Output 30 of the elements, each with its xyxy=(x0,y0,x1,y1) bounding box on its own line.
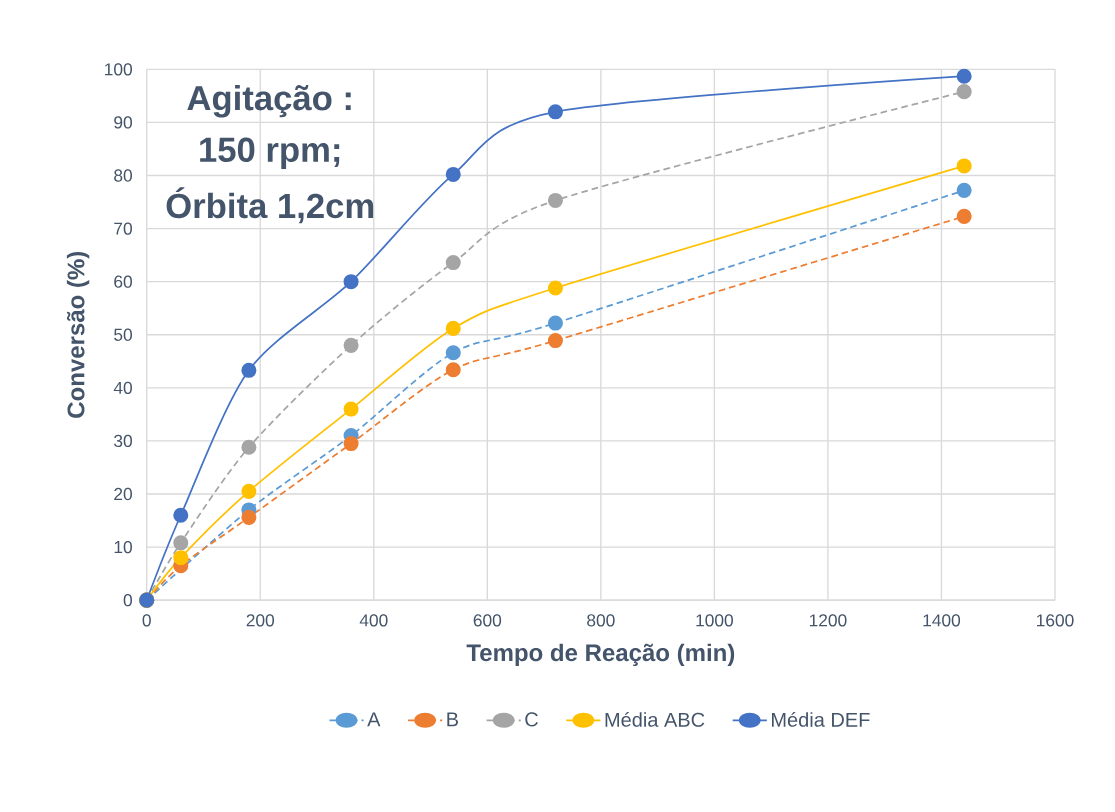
y-tick-label: 40 xyxy=(113,381,132,394)
y-tick-label: 30 xyxy=(114,434,132,447)
x-axis-title: Tempo de Reação (min) xyxy=(466,643,735,666)
x-tick-label: 1600 xyxy=(1037,614,1074,627)
y-tick-label: 60 xyxy=(114,275,132,288)
annotation: Agitação : xyxy=(187,84,351,118)
x-tick-label: 1000 xyxy=(696,614,733,627)
x-tick-label: 1200 xyxy=(809,614,847,627)
legend-label: B xyxy=(447,712,458,727)
x-tick-label: 0 xyxy=(142,614,151,627)
y-tick-label: 50 xyxy=(114,328,132,341)
x-tick-label: 400 xyxy=(359,614,388,627)
y-tick-label: 70 xyxy=(114,222,132,235)
y-tick-label: 20 xyxy=(114,487,132,501)
y-tick-label: 100 xyxy=(105,63,132,76)
legend-label: A xyxy=(367,712,381,727)
legend-label: Média ABC xyxy=(605,711,705,727)
x-tick-label: 600 xyxy=(473,614,502,627)
y-tick-label: 80 xyxy=(114,169,132,182)
x-tick-label: 200 xyxy=(246,614,275,627)
annotation: 150 rpm; xyxy=(200,137,340,169)
x-tick-label: 1400 xyxy=(923,614,961,627)
y-tick-label: 0 xyxy=(123,593,132,607)
legend-label: Média DEF xyxy=(772,711,870,727)
y-tick-label: 10 xyxy=(114,540,132,554)
legend-label: C xyxy=(525,712,538,727)
y-axis-title: Conversão (%) xyxy=(66,251,90,418)
annotation: Órbita 1,2cm xyxy=(166,187,374,224)
y-tick-label: 90 xyxy=(114,116,132,129)
x-tick-label: 800 xyxy=(587,614,615,627)
